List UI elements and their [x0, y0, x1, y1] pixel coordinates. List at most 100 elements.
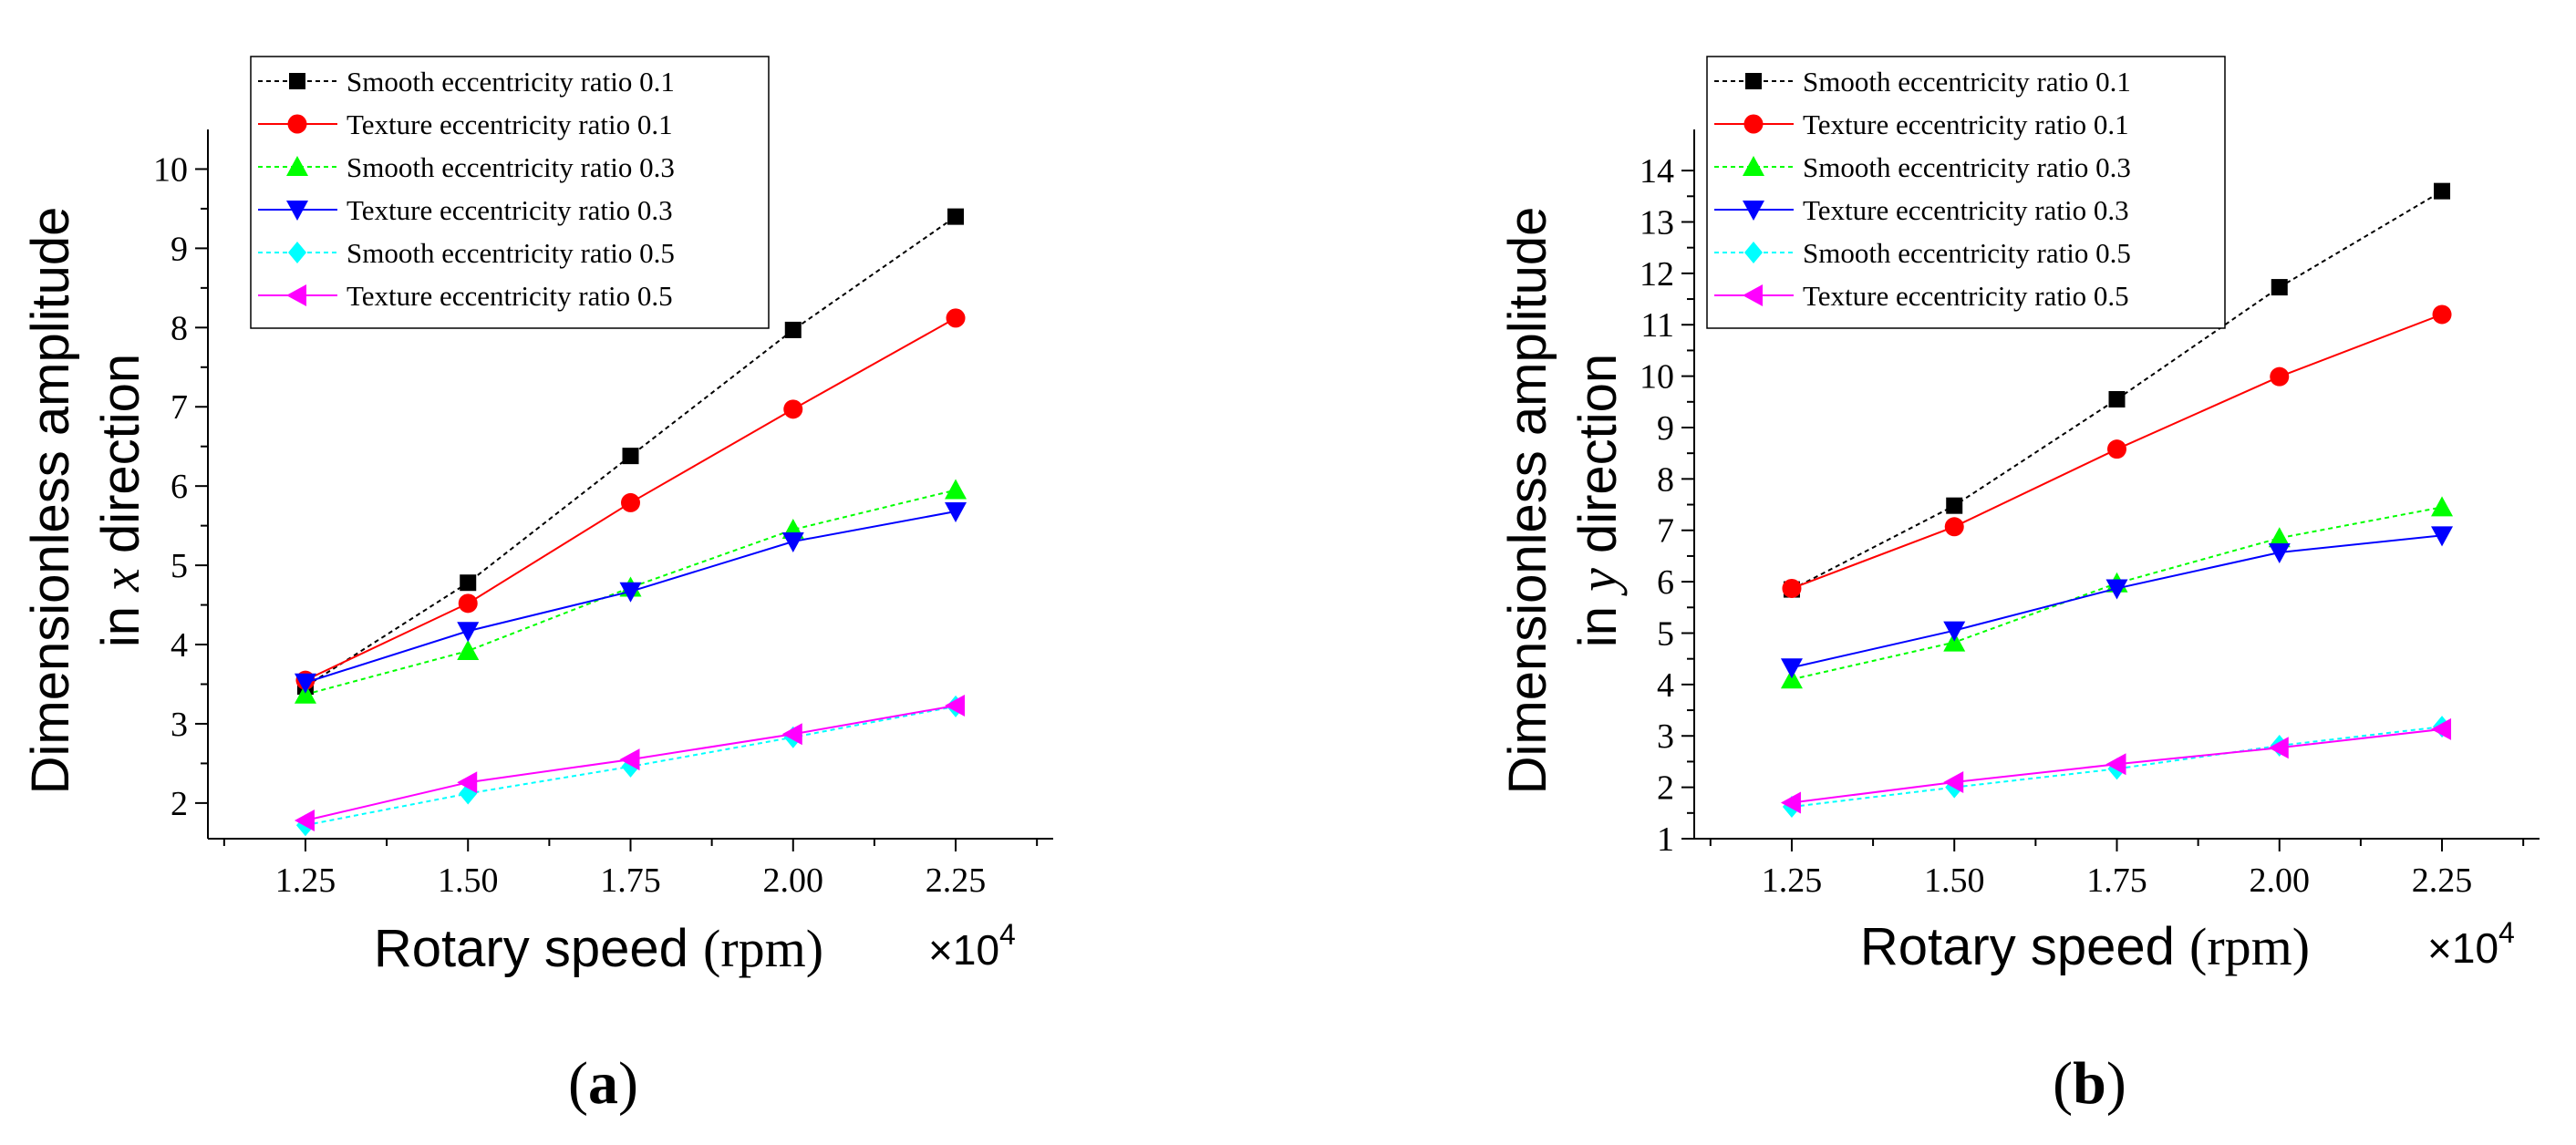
y-tick-label: 2	[1657, 769, 1674, 808]
legend-marker	[288, 242, 306, 263]
data-point	[781, 532, 804, 553]
x-tick-label: 2.00	[763, 861, 824, 900]
data-point	[460, 574, 477, 592]
y-tick-label: 1	[1657, 820, 1674, 859]
panel-label-close: )	[2106, 1050, 2126, 1117]
legend-box	[1706, 56, 2226, 329]
y-axis-title-line1: Dimensionless amplitude	[1498, 207, 1557, 795]
panel-label-open: (	[2053, 1050, 2073, 1117]
legend-label: Texture eccentricity ratio 0.5	[1803, 280, 2129, 312]
y-axis-title-line2: in x direction	[91, 354, 150, 647]
x-tick-label: 2.25	[2412, 861, 2473, 900]
panel-label-close: )	[618, 1050, 638, 1117]
legend-marker	[286, 284, 306, 306]
data-point	[2268, 527, 2291, 548]
x-axis-title: Rotary speed (rpm)	[374, 919, 823, 978]
y-tick-label: 10	[153, 150, 188, 189]
y-tick-label: 9	[1657, 409, 1674, 448]
y-tick-label: 7	[1657, 512, 1674, 551]
y-tick-label: 4	[1657, 666, 1674, 705]
y-axis-title-line2: in y direction	[1568, 354, 1628, 647]
x-tick-label: 1.75	[2086, 861, 2147, 900]
x-axis-multiplier: ×104	[928, 918, 1016, 974]
data-point	[621, 492, 640, 512]
y-tick-label: 3	[171, 706, 188, 744]
panel-label-letter: a	[588, 1050, 618, 1117]
legend-label: Smooth eccentricity ratio 0.5	[1803, 237, 2131, 269]
data-point	[294, 673, 316, 694]
data-point	[2105, 579, 2128, 600]
x-tick-label: 1.75	[600, 861, 661, 900]
x-axis-multiplier-exponent: 4	[999, 918, 1016, 951]
legend-label: Smooth eccentricity ratio 0.5	[347, 237, 675, 269]
legend-marker	[1743, 156, 1764, 176]
data-point	[2108, 390, 2126, 407]
data-point	[945, 479, 967, 500]
x-axis-title-space	[2175, 917, 2189, 976]
y-axis-title-suffix: direction	[91, 354, 150, 568]
y-tick-label: 2	[171, 785, 188, 823]
series-line	[1791, 534, 2443, 669]
data-point	[1782, 578, 1802, 598]
data-point	[2270, 366, 2290, 387]
data-point	[622, 448, 639, 465]
x-axis-title-unit: (rpm)	[2189, 917, 2310, 976]
x-tick-label: 1.25	[275, 861, 336, 900]
legend-marker	[289, 73, 305, 89]
x-axis-title-text: Rotary speed	[1860, 917, 2175, 976]
y-tick-label: 9	[171, 230, 188, 268]
legend-marker	[286, 201, 308, 221]
data-point	[1943, 770, 1964, 793]
data-point	[1944, 517, 1964, 537]
x-tick-label: 1.50	[1924, 861, 1985, 900]
data-point	[2268, 737, 2289, 759]
data-point	[2434, 182, 2451, 200]
panel-label: (a)	[568, 1050, 638, 1117]
data-point	[947, 208, 965, 225]
legend-label: Smooth eccentricity ratio 0.1	[347, 66, 675, 98]
y-axis-title-suffix: direction	[1568, 354, 1628, 568]
y-tick-label: 7	[171, 388, 188, 427]
data-point	[945, 694, 966, 717]
panel-label-letter: b	[2073, 1050, 2106, 1117]
y-tick-label: 10	[1640, 358, 1674, 397]
x-tick-label: 1.50	[438, 861, 499, 900]
y-tick-label: 4	[171, 626, 188, 665]
data-point	[1780, 791, 1801, 814]
panel-label-open: (	[568, 1050, 588, 1117]
data-point	[2431, 717, 2452, 740]
legend-marker	[1745, 73, 1762, 89]
data-point	[294, 683, 316, 704]
y-tick-label: 3	[1657, 717, 1674, 756]
x-tick-label: 2.25	[926, 861, 987, 900]
y-tick-label: 8	[171, 309, 188, 347]
data-point	[1943, 621, 1966, 642]
x-axis-multiplier-base: ×10	[928, 926, 999, 974]
data-point	[457, 639, 480, 660]
legend-box	[250, 56, 770, 329]
y-tick-label: 5	[171, 547, 188, 585]
x-tick-label: 1.25	[1762, 861, 1823, 900]
chart-panel-a: 2 3 4 5 6 7 8 9 10 1.25 1.50 1.75 2.00 2.25 Smooth ecc…	[21, 56, 1053, 1117]
legend-label: Smooth eccentricity ratio 0.1	[1803, 66, 2131, 98]
y-tick-label: 6	[171, 468, 188, 506]
data-point	[619, 748, 640, 771]
data-point	[784, 321, 802, 338]
legend-marker	[1743, 201, 1764, 221]
data-point	[945, 501, 967, 522]
x-axis-title: Rotary speed (rpm)	[1860, 917, 2310, 976]
data-point	[2268, 542, 2291, 563]
panel-label: (b)	[2053, 1050, 2126, 1117]
x-axis-multiplier-exponent: 4	[2498, 916, 2515, 949]
legend-marker	[1743, 114, 1764, 134]
y-tick-label: 12	[1640, 255, 1674, 294]
y-tick-label: 14	[1640, 152, 1674, 191]
legend-marker	[287, 114, 307, 134]
data-point	[783, 399, 803, 419]
y-axis-title-variable: y	[1568, 568, 1628, 596]
x-axis-multiplier: ×104	[2427, 916, 2515, 972]
x-axis-title-unit: (rpm)	[703, 919, 823, 978]
legend-label: Texture eccentricity ratio 0.3	[347, 194, 673, 226]
data-point	[619, 582, 642, 603]
